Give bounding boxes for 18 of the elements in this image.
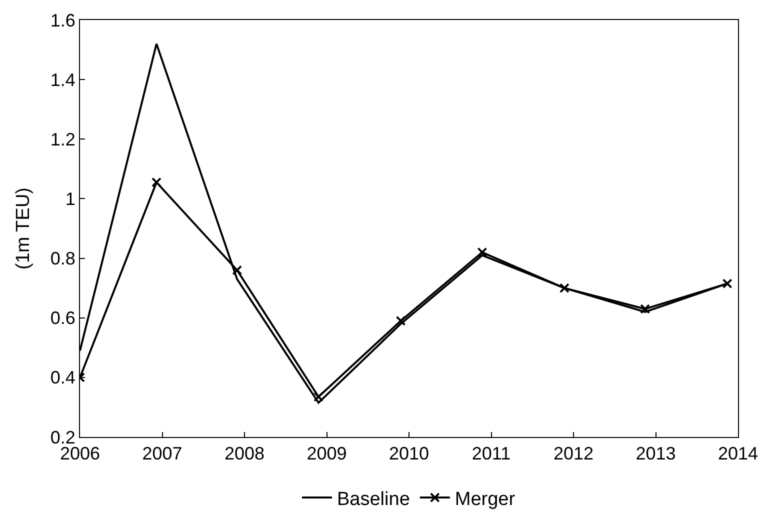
x-tick-label: 2008 — [224, 444, 265, 464]
y-tick-label: 1.6 — [50, 10, 76, 30]
y-tick-label: 1 — [65, 189, 76, 210]
x-tick-label: 2011 — [472, 444, 511, 464]
y-tick-label: 0.4 — [50, 368, 76, 388]
y-tick-label: 0.6 — [50, 308, 76, 328]
x-tick-label: 2012 — [553, 444, 594, 464]
legend-label: Baseline — [337, 488, 410, 510]
legend-label: Merger — [454, 488, 516, 510]
x-tick-label: 2013 — [636, 444, 676, 464]
x-tick-label: 2014 — [718, 444, 758, 464]
y-tick-label: 1.2 — [50, 129, 76, 150]
x-tick-label: 2007 — [142, 444, 182, 464]
x-tick-label: 2010 — [388, 444, 430, 464]
y-tick-label: 1.4 — [50, 70, 76, 90]
y-axis-title: (1m TEU) — [13, 188, 34, 270]
x-tick-label: 2009 — [306, 444, 347, 464]
y-tick-label: 0.8 — [50, 248, 76, 269]
